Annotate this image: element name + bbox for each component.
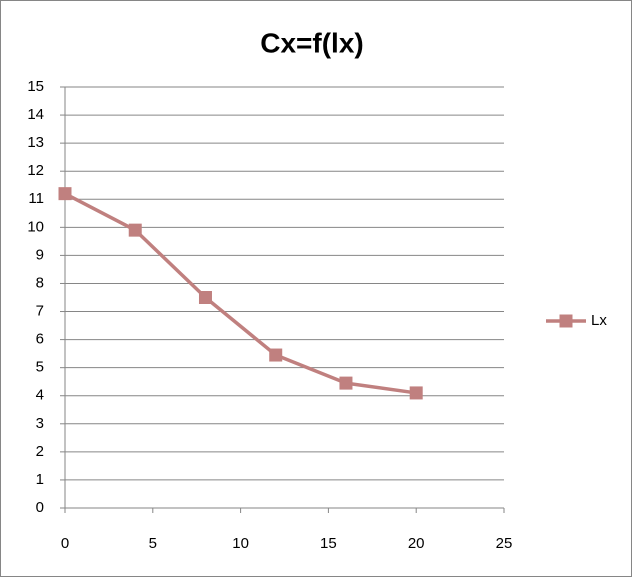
y-tick-label: 13	[27, 134, 44, 151]
marker	[409, 386, 423, 400]
y-tick-label: 0	[36, 499, 44, 516]
marker	[339, 376, 353, 390]
x-tick-label: 5	[149, 535, 157, 552]
x-tick-label: 10	[232, 535, 249, 552]
legend-label: Lx	[591, 312, 607, 329]
marker	[58, 187, 72, 201]
y-tick-label: 1	[36, 471, 44, 488]
y-tick-label: 5	[36, 359, 44, 376]
marker	[269, 348, 283, 362]
marker	[198, 291, 212, 304]
y-tick-label: 8	[36, 274, 44, 291]
y-tick-label: 15	[27, 78, 44, 95]
y-tick-label: 3	[36, 415, 44, 432]
y-tick-label: 14	[27, 106, 44, 123]
x-tick-label: 20	[408, 535, 425, 552]
marker	[128, 223, 142, 237]
y-tick-label: 10	[27, 218, 44, 235]
legend-marker	[559, 314, 573, 328]
y-tick-label: 11	[28, 190, 44, 207]
y-tick-label: 2	[36, 443, 44, 460]
y-tick-label: 9	[36, 246, 44, 263]
x-tick-label: 25	[496, 535, 513, 552]
y-tick-label: 6	[36, 331, 44, 348]
series-line	[64, 192, 417, 395]
x-tick-label: 15	[320, 535, 337, 552]
chart-title: Cx=f(lx)	[260, 27, 363, 58]
x-tick-label: 0	[61, 535, 69, 552]
y-tick-label: 4	[36, 387, 44, 404]
y-tick-label: 12	[27, 162, 44, 179]
y-tick-label: 7	[36, 303, 44, 320]
